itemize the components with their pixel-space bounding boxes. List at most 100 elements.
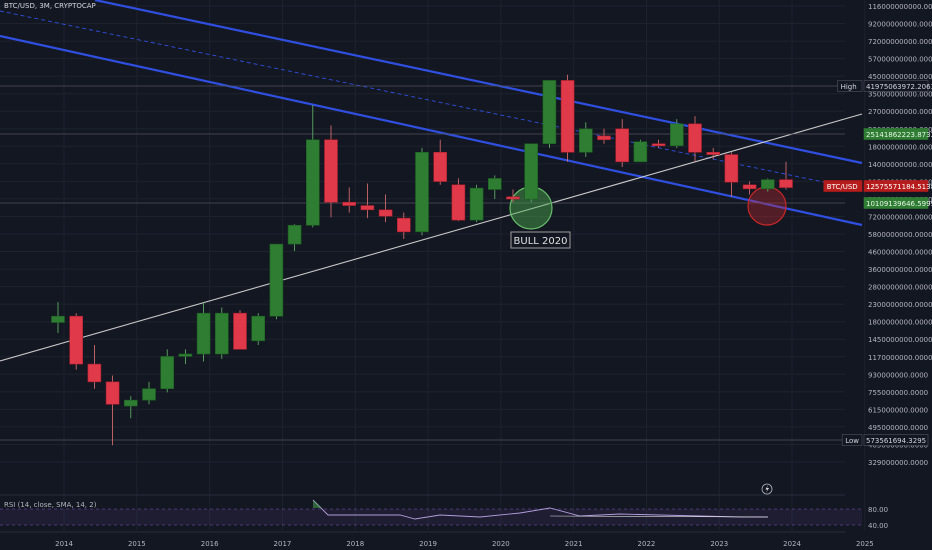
candle[interactable] (142, 381, 156, 405)
candle-body (706, 151, 721, 155)
candle[interactable] (742, 181, 757, 195)
bull-label-text: BULL 2020 (514, 236, 568, 247)
rsi-pane: 80.00 40.00 (0, 499, 888, 530)
candle[interactable] (651, 139, 666, 148)
candle-body (360, 205, 375, 211)
rsi-title: RSI (14, close, SMA, 14, 2) (4, 501, 97, 509)
candle[interactable] (506, 189, 520, 203)
x-tick-label: 2022 (638, 540, 656, 548)
x-tick-label: 2019 (419, 540, 437, 548)
candle[interactable] (524, 143, 539, 203)
x-tick-label: 2020 (492, 540, 510, 548)
y-tick-label: 495000000.0000 (868, 424, 928, 432)
price-label-tag-box (841, 434, 863, 446)
candle-body (324, 139, 338, 203)
candle[interactable] (779, 161, 793, 190)
price-label-value: 41975063972.2063 (866, 83, 932, 91)
candle-body (524, 143, 539, 200)
candle[interactable] (669, 119, 684, 148)
candle[interactable] (378, 194, 393, 223)
candle[interactable] (87, 344, 102, 389)
lightning-icon[interactable] (761, 483, 773, 495)
candles (51, 74, 793, 446)
candle-body (233, 312, 247, 350)
rsi-overbought-fill (313, 500, 322, 508)
candle-body (724, 154, 739, 183)
candle[interactable] (305, 105, 320, 228)
price-label: 12575571184.5138 BTC/USD (823, 180, 932, 192)
price-label: 25141862223.8733 (863, 128, 932, 140)
candle[interactable] (578, 122, 593, 157)
candle-body (487, 178, 502, 190)
candle[interactable] (415, 147, 429, 236)
candle-body (506, 196, 520, 200)
candle[interactable] (542, 80, 557, 148)
candle[interactable] (269, 243, 284, 320)
candle-body (597, 135, 611, 141)
candle-body (124, 399, 138, 407)
price-label-tag-box (837, 80, 863, 92)
time-axis[interactable]: 2014 2015 2016 2017 2018 2019 2020 2021 2022 2023… (55, 540, 874, 548)
candle[interactable] (251, 313, 265, 345)
candle[interactable] (160, 349, 174, 393)
candle-body (342, 201, 357, 206)
candle[interactable] (342, 187, 357, 213)
price-label: 10109139646.5999 (863, 197, 932, 209)
candle[interactable] (597, 128, 611, 144)
candle[interactable] (487, 175, 502, 200)
candle[interactable] (760, 178, 775, 192)
symbol-title: BTC/USD, 3M, CRYPTOCAP (4, 2, 96, 10)
candle[interactable] (124, 396, 138, 419)
candle[interactable] (324, 125, 338, 218)
candle[interactable] (69, 313, 83, 370)
y-tick-label: 5800000000.0000 (868, 231, 932, 239)
x-tick-label: 2021 (565, 540, 583, 548)
candle-body (560, 80, 575, 153)
candle-body (633, 141, 648, 163)
price-label-value: 25141862223.8733 (866, 131, 932, 139)
y-tick-label: 7200000000.0000 (868, 213, 932, 221)
price-axis[interactable]: 116000000000.0000 92000000000.0000 7200000… (823, 3, 932, 467)
y-tick-label: 755000000.0000 (868, 389, 928, 397)
candle[interactable] (233, 310, 247, 350)
candle[interactable] (105, 375, 120, 446)
candle[interactable] (633, 139, 648, 163)
candle-body (105, 381, 120, 405)
lightning-icon-glyph (765, 485, 769, 493)
candle-body (669, 123, 684, 147)
candle[interactable] (196, 302, 211, 362)
x-tick-label: 2015 (128, 540, 146, 548)
y-tick-label: 2300000000.0000 (868, 301, 932, 309)
bear-circle (747, 186, 787, 226)
candle[interactable] (360, 183, 375, 219)
candle-body (433, 151, 448, 182)
candle[interactable] (451, 178, 466, 222)
candle[interactable] (396, 212, 411, 239)
candle-body (651, 143, 666, 147)
candle-body (688, 123, 702, 153)
rsi-tick-label: 80.00 (868, 506, 888, 514)
candle[interactable] (560, 74, 575, 162)
candle[interactable] (724, 152, 739, 197)
price-label-tag: High (841, 83, 857, 91)
candle[interactable] (215, 307, 229, 359)
candle[interactable] (688, 116, 702, 162)
candle[interactable] (469, 184, 484, 223)
candle-body (451, 184, 466, 221)
candle[interactable] (51, 302, 65, 334)
x-tick-label: 2016 (201, 540, 219, 548)
price-label-tag-box (823, 180, 863, 192)
y-tick-label: 27000000000.0000 (868, 108, 932, 116)
candle[interactable] (178, 349, 193, 365)
y-tick-label: 14000000000.0000 (868, 161, 932, 169)
candle[interactable] (287, 224, 302, 251)
y-tick-label: 3600000000.0000 (868, 266, 932, 274)
candle-body (251, 315, 265, 342)
price-label-box (863, 128, 929, 140)
candle[interactable] (615, 119, 630, 167)
x-tick-label: 2014 (55, 540, 73, 548)
price-label-value: 10109139646.5999 (866, 200, 932, 208)
candle[interactable] (433, 139, 448, 185)
candle[interactable] (706, 147, 721, 160)
